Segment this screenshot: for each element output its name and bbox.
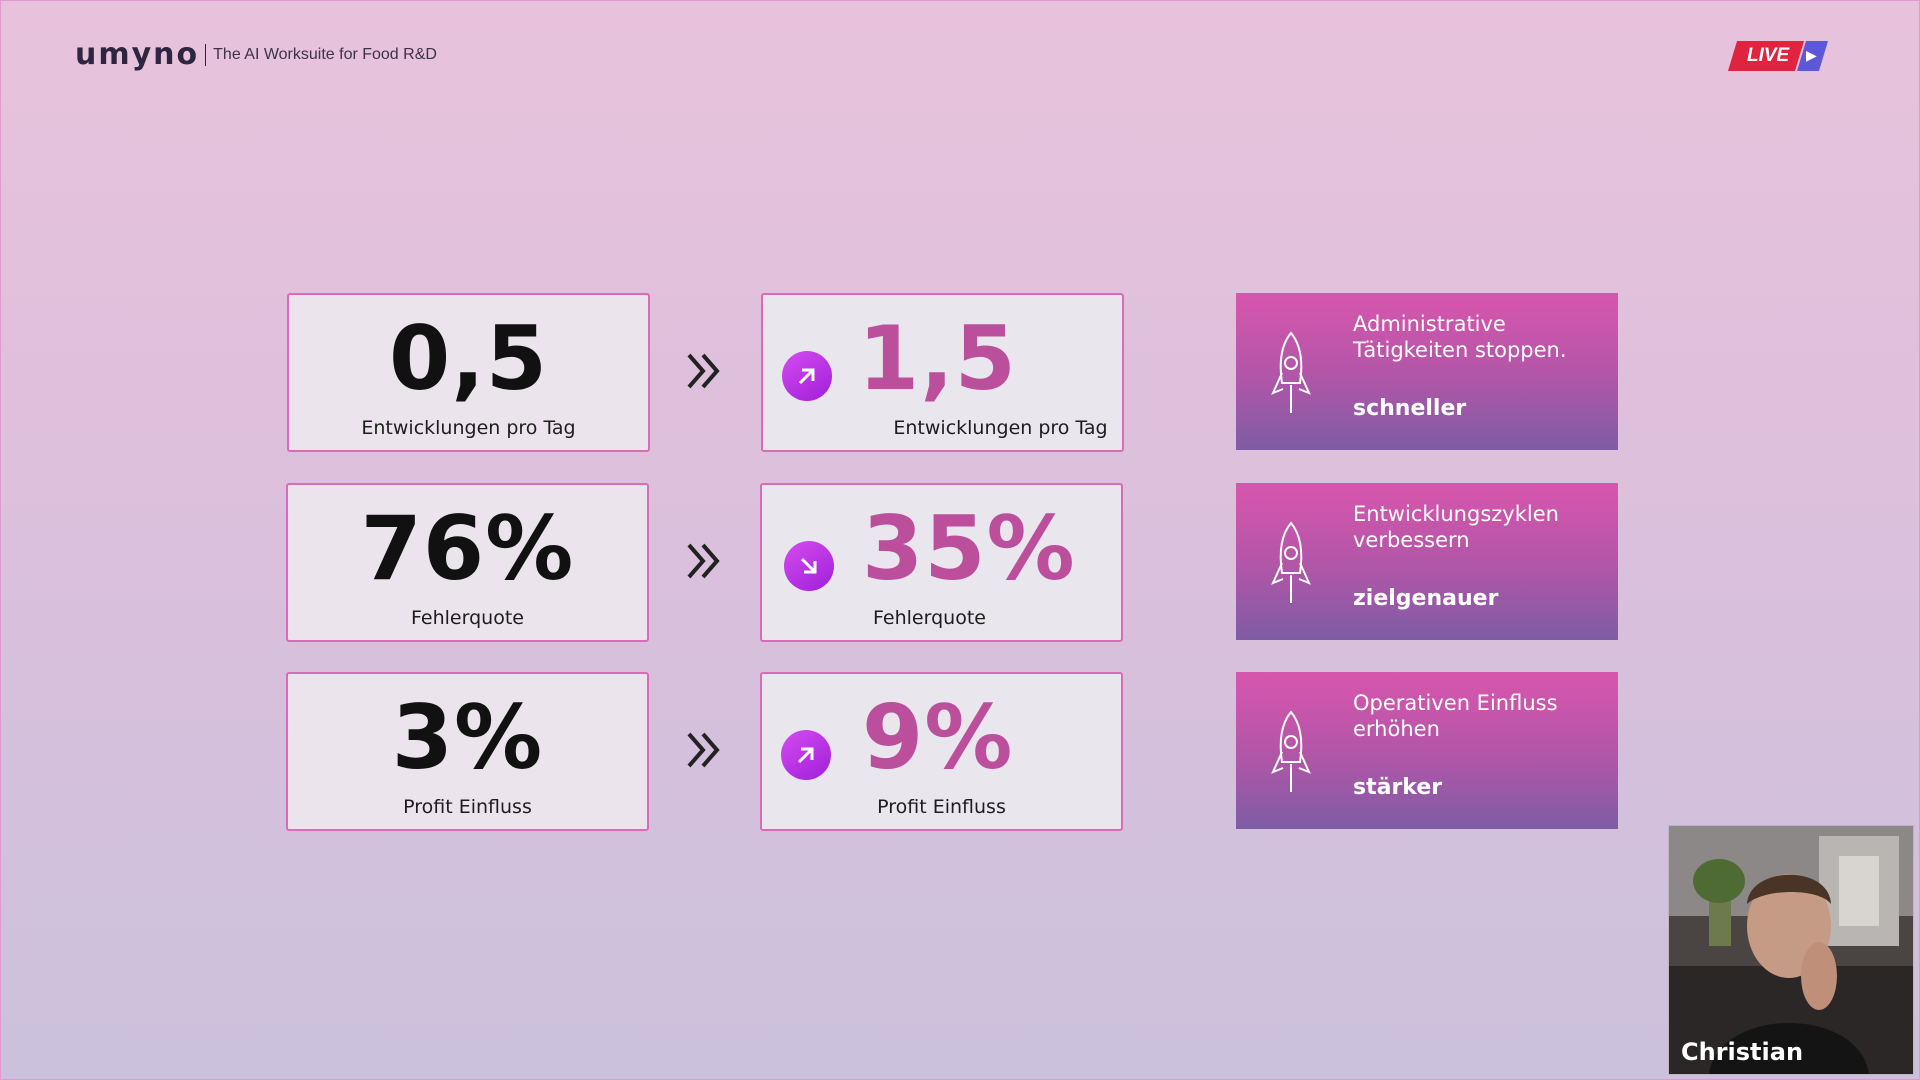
- trend-up-icon: [781, 730, 831, 780]
- benefit-title: Administrative Tätigkeiten stoppen.: [1353, 312, 1567, 362]
- after-metric-value: 9%: [862, 686, 1014, 789]
- benefit-card: Entwicklungszyklen verbessern zielgenaue…: [1236, 483, 1618, 640]
- play-icon: ▶: [1806, 48, 1817, 64]
- rocket-icon: [1271, 331, 1311, 413]
- after-metric-card: 9% Profit Einfluss: [760, 672, 1123, 831]
- after-metric-value: 1,5: [858, 307, 1017, 410]
- before-metric-label: Entwicklungen pro Tag: [361, 417, 576, 439]
- double-chevron-right-icon: [687, 353, 720, 389]
- live-label: LIVE: [1747, 45, 1790, 66]
- after-metric-card: 35% Fehlerquote: [760, 483, 1123, 642]
- live-badge-background: [1728, 41, 1828, 71]
- before-metric-value: 0,5: [389, 307, 548, 410]
- company-tagline: The AI Worksuite for Food R&D: [213, 46, 437, 63]
- benefit-card: Administrative Tätigkeiten stoppen. schn…: [1236, 293, 1618, 450]
- before-metric-value: 3%: [391, 686, 544, 789]
- benefit-title: Operativen Einfluss erhöhen: [1353, 691, 1558, 741]
- double-chevron-right-icon: [687, 732, 720, 768]
- trend-down-icon: [784, 541, 834, 591]
- participant-name: Christian: [1681, 1038, 1804, 1066]
- rocket-icon: [1271, 710, 1311, 792]
- before-metric-card: 0,5 Entwicklungen pro Tag: [287, 293, 650, 452]
- rocket-icon: [1271, 521, 1311, 603]
- before-metric-card: 76% Fehlerquote: [286, 483, 649, 642]
- benefit-title: Entwicklungszyklen verbessern: [1353, 502, 1559, 552]
- benefit-card: Operativen Einfluss erhöhen stärker: [1236, 672, 1618, 829]
- before-metric-label: Profit Einfluss: [403, 796, 532, 818]
- header-divider: [205, 44, 207, 66]
- after-metric-card: 1,5 Entwicklungen pro Tag: [761, 293, 1124, 452]
- after-metric-label: Profit Einfluss: [877, 796, 1006, 818]
- participant-video-image: [1669, 826, 1913, 1074]
- header: umyno The AI Worksuite for Food R&D: [75, 39, 437, 71]
- trend-up-icon: [782, 351, 832, 401]
- before-metric-label: Fehlerquote: [411, 607, 524, 629]
- before-metric-card: 3% Profit Einfluss: [286, 672, 649, 831]
- double-chevron-right-icon: [687, 543, 720, 579]
- company-logo: umyno: [75, 37, 200, 72]
- benefit-tag: stärker: [1353, 775, 1443, 800]
- live-badge: LIVE ▶: [1728, 41, 1828, 71]
- after-metric-label: Entwicklungen pro Tag: [893, 417, 1108, 439]
- after-metric-label: Fehlerquote: [873, 607, 986, 629]
- benefit-tag: schneller: [1353, 396, 1467, 421]
- before-metric-value: 76%: [360, 497, 575, 600]
- participant-video-tile[interactable]: Christian: [1668, 825, 1914, 1075]
- after-metric-value: 35%: [862, 497, 1076, 600]
- benefit-tag: zielgenauer: [1353, 586, 1499, 611]
